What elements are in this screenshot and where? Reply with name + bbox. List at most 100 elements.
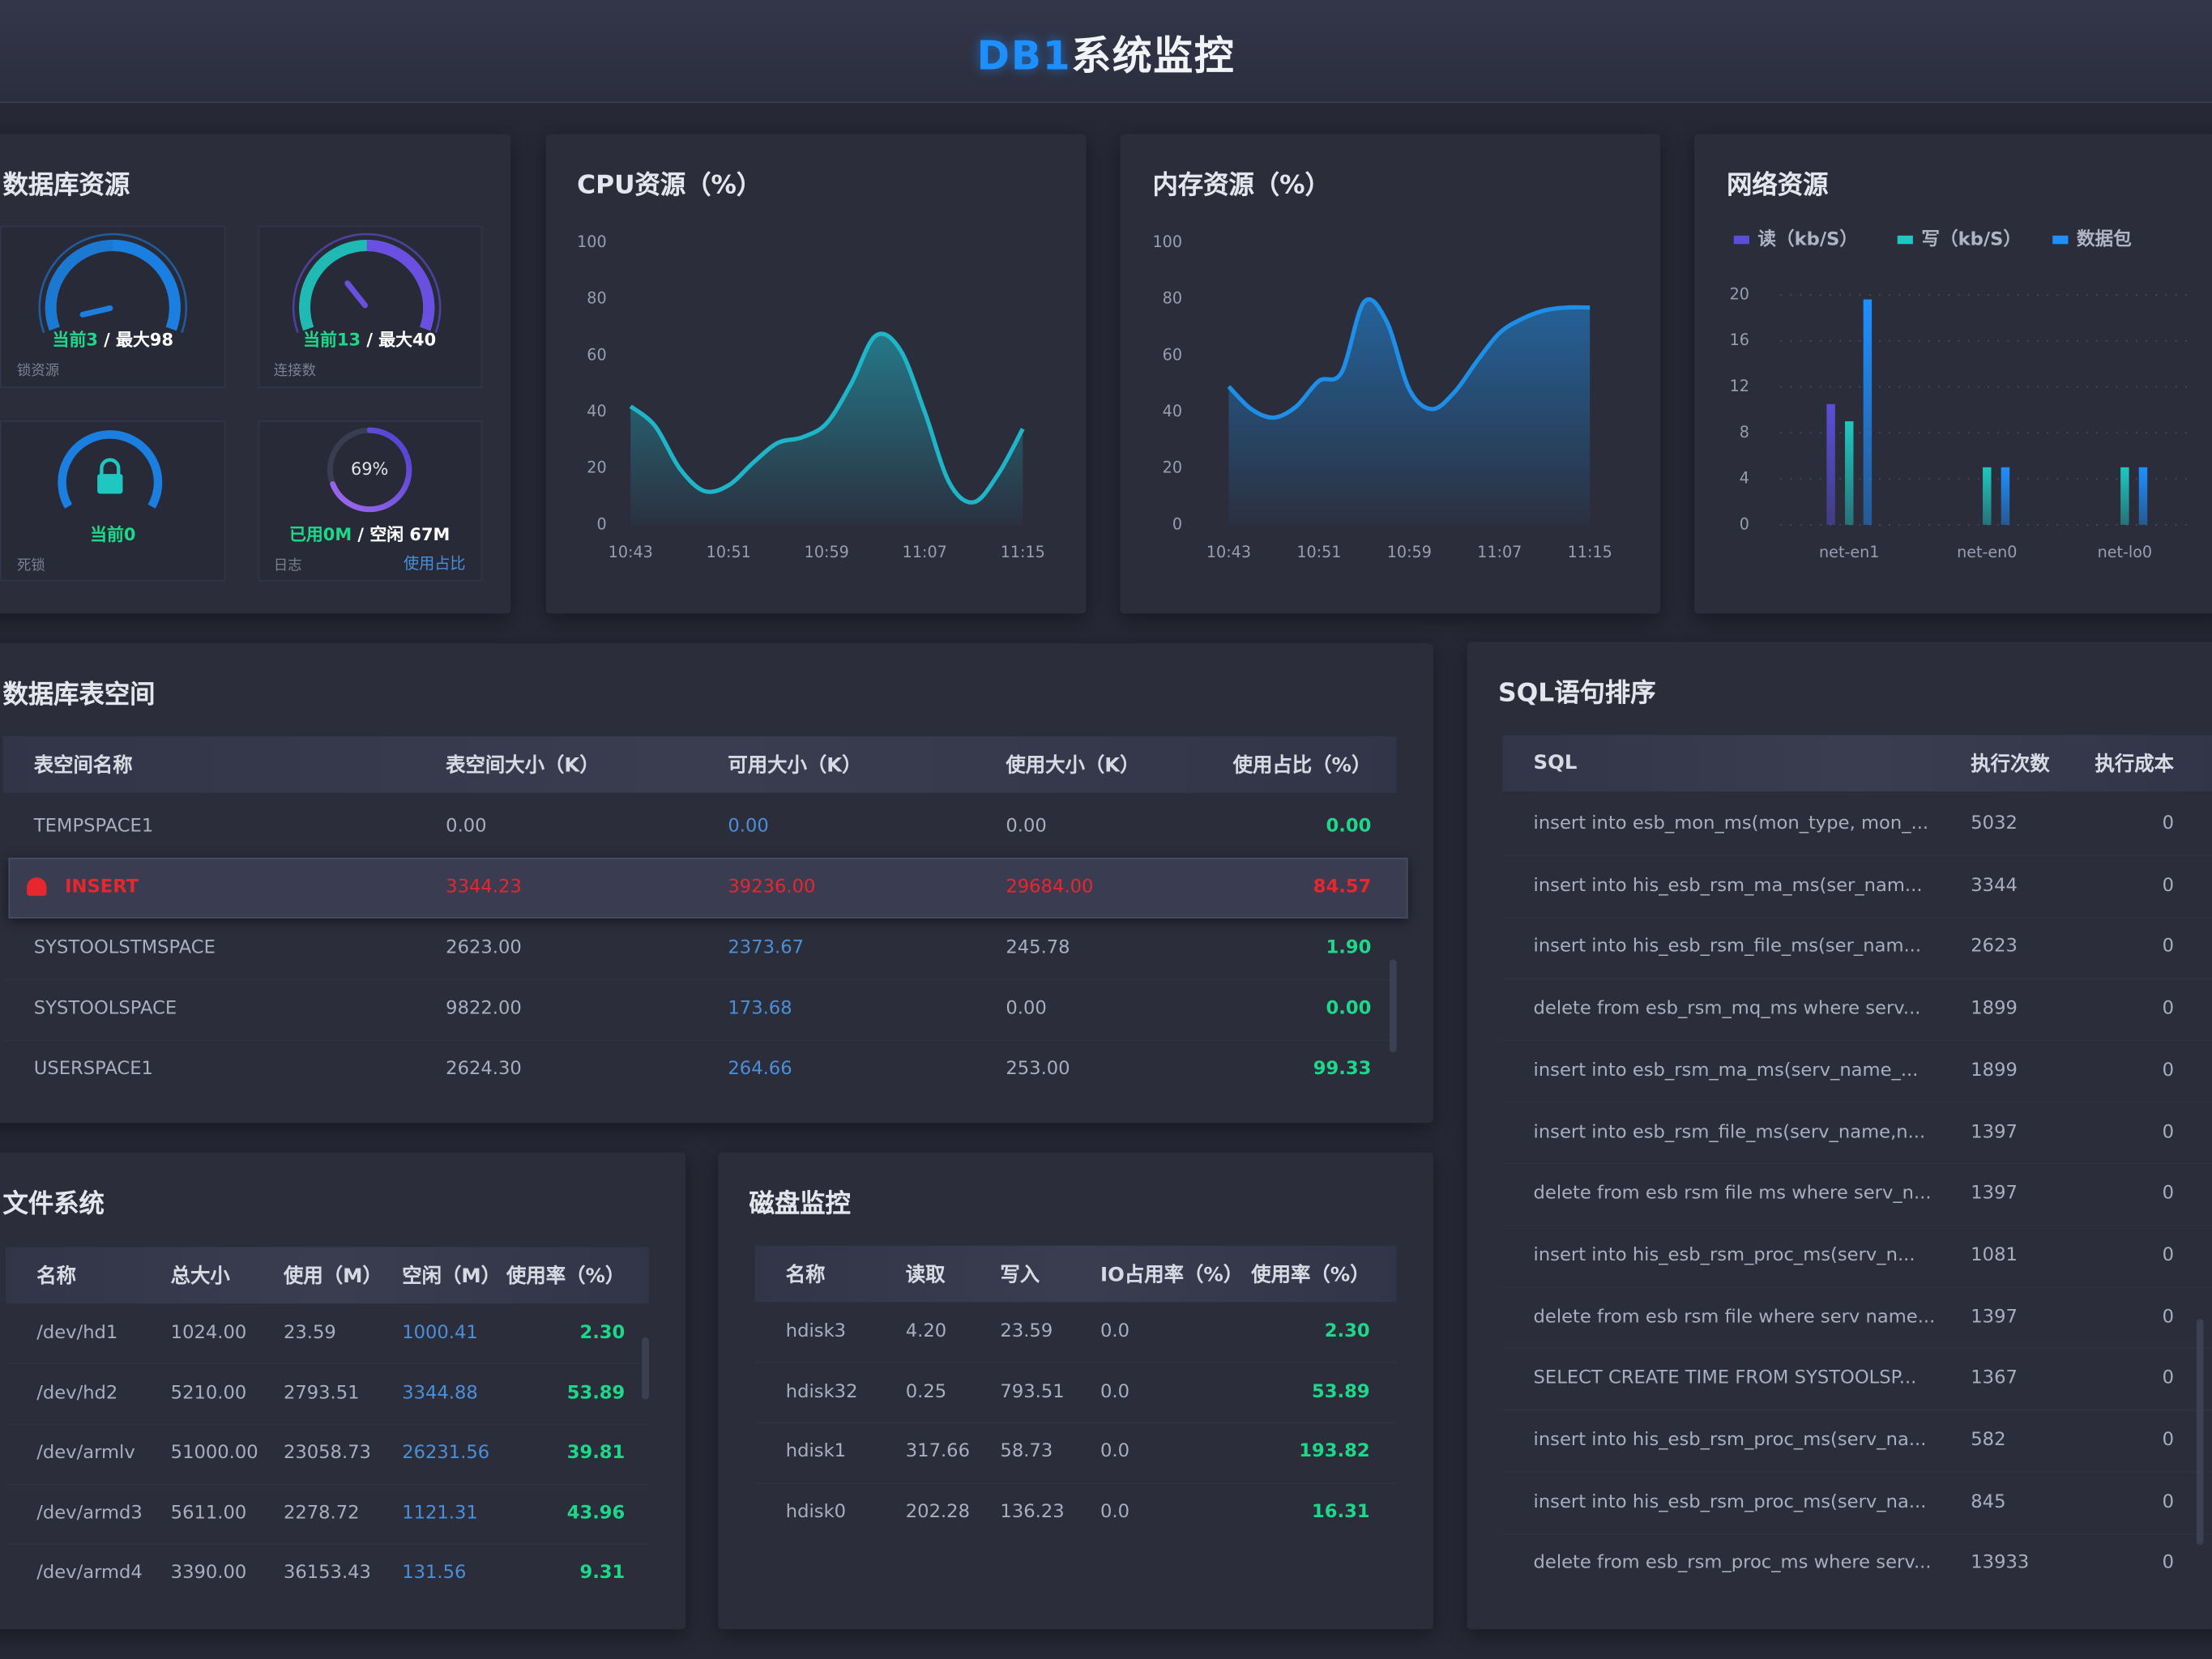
x-tick-label: 10:43	[609, 543, 653, 561]
bar	[2001, 467, 2010, 525]
table-cell: hdisk0	[785, 1501, 847, 1524]
panel	[0, 1152, 686, 1630]
row-separator	[1502, 1101, 2212, 1103]
gauge-readout: 当前13 / 最大40	[257, 327, 483, 352]
table-cell: 13933	[1971, 1553, 2030, 1575]
table-cell: INSERT	[65, 876, 139, 898]
table-cell: 5032	[1971, 812, 2018, 835]
row-separator	[5, 1483, 649, 1485]
bar	[1863, 299, 1873, 525]
area-fill	[630, 334, 1023, 525]
header-cell: 使用占比（%）	[1232, 754, 1372, 778]
table-cell: 23.59	[1000, 1320, 1053, 1343]
header-cell: 写入	[1000, 1264, 1040, 1287]
gauge-outer	[292, 232, 442, 334]
line	[629, 331, 1025, 505]
table-cell: 1024.00	[170, 1322, 247, 1344]
gauge-arc-tint	[113, 240, 181, 331]
x-tick-label: 10:51	[1296, 543, 1341, 561]
free-label: 空闲 67M	[369, 524, 451, 545]
table-cell: 1.90	[1326, 937, 1372, 959]
legend-label: 写（kb/S）	[1921, 228, 2022, 250]
panel	[545, 134, 1087, 614]
panel	[718, 1152, 1433, 1630]
table-header	[5, 1247, 649, 1304]
row-separator	[1502, 916, 2212, 918]
row-separator	[1502, 1039, 2212, 1042]
table-cell: insert into his_esb_rsm_file_ms(ser_nam.…	[1533, 936, 1922, 958]
table-cell: 2278.72	[283, 1503, 360, 1525]
row-separator	[1502, 978, 2212, 980]
table-cell: 317.66	[905, 1441, 970, 1463]
table-cell: insert into esb_mon_ms(mon_type, mon_...	[1533, 812, 1929, 835]
table-cell: 26231.56	[402, 1443, 490, 1465]
table-cell: 3390.00	[170, 1563, 247, 1584]
row-separator	[1502, 1162, 2212, 1165]
table-cell: 0	[2162, 1430, 2174, 1452]
table-cell: 0.0	[1100, 1381, 1130, 1403]
table-cell: 53.89	[566, 1382, 626, 1404]
table-cell: 43.96	[566, 1503, 626, 1525]
table-cell: 136.23	[1000, 1501, 1065, 1524]
panel-title: 文件系统	[2, 1189, 105, 1219]
table-cell: USERSPACE1	[33, 1058, 153, 1081]
table-cell: 0.00	[1326, 816, 1372, 838]
scrollbar[interactable]	[642, 1337, 649, 1400]
row-separator	[5, 1422, 649, 1425]
y-tick-label: 60	[1163, 345, 1182, 364]
usage-link[interactable]: 使用占比	[403, 554, 466, 574]
table-cell: 0.00	[1326, 998, 1372, 1020]
current-label: 当前13	[303, 330, 361, 350]
x-tick-label: 11:07	[1477, 543, 1522, 561]
panel	[1694, 134, 2212, 614]
panel-title: SQL语句排序	[1498, 678, 1656, 709]
row-separator	[1502, 1347, 2212, 1350]
table-cell: TEMPSPACE1	[33, 816, 154, 838]
x-tick-label: 11:15	[1001, 543, 1045, 561]
table-cell: 0	[2162, 1367, 2174, 1390]
table-header	[754, 1245, 1397, 1303]
table-cell: 0	[2162, 1060, 2174, 1081]
y-tick-label: 80	[587, 289, 606, 308]
scrollbar[interactable]	[1389, 959, 1397, 1053]
table-cell: insert into his_esb_rsm_proc_ms(serv_n..…	[1533, 1244, 1915, 1266]
separator: /	[104, 330, 110, 350]
title-text: 系统监控	[1071, 32, 1236, 79]
table-cell: 0.00	[446, 816, 487, 838]
table-cell: 0.00	[1006, 998, 1047, 1020]
table-cell: 3344	[1971, 875, 2018, 897]
table-cell: 1081	[1971, 1244, 2018, 1266]
lock-arc	[58, 430, 163, 509]
table-cell: 0.0	[1100, 1501, 1130, 1524]
table-cell: 0	[2162, 812, 2174, 835]
bar	[1845, 421, 1854, 525]
table-cell: 2623.00	[446, 937, 522, 959]
scrollbar[interactable]	[2196, 1319, 2204, 1545]
header-cell: 使用率（%）	[1251, 1264, 1370, 1287]
table-cell: /dev/armd3	[36, 1503, 143, 1525]
x-tick-label: 10:59	[805, 543, 849, 561]
row-separator	[1502, 1224, 2212, 1226]
header-cell: 执行成本	[2095, 753, 2174, 776]
table-cell: 0.0	[1100, 1320, 1130, 1343]
header-cell: IO占用率（%）	[1100, 1264, 1244, 1287]
header-cell: 空闲（M）	[402, 1265, 501, 1288]
table-cell: 1397	[1971, 1121, 2018, 1143]
table-cell: 0	[2162, 1553, 2174, 1575]
table-cell: 0	[2162, 1244, 2174, 1266]
legend-swatch	[2052, 235, 2069, 245]
gauge-card	[0, 225, 226, 388]
x-tick-label: net-en1	[1819, 543, 1879, 561]
table-cell: 58.73	[1000, 1441, 1053, 1463]
header-cell: 读取	[905, 1264, 946, 1287]
table-cell: 1397	[1971, 1306, 2018, 1328]
table-header	[2, 736, 1397, 793]
y-tick-label: 16	[1730, 331, 1749, 349]
table-cell: 9.31	[579, 1563, 626, 1584]
y-tick-label: 0	[1172, 514, 1182, 533]
bar	[1826, 403, 1835, 525]
row-separator	[1502, 1286, 2212, 1288]
table-cell: delete from esb_rsm_proc_ms where serv..…	[1533, 1553, 1932, 1575]
gauge-outer	[38, 232, 188, 334]
